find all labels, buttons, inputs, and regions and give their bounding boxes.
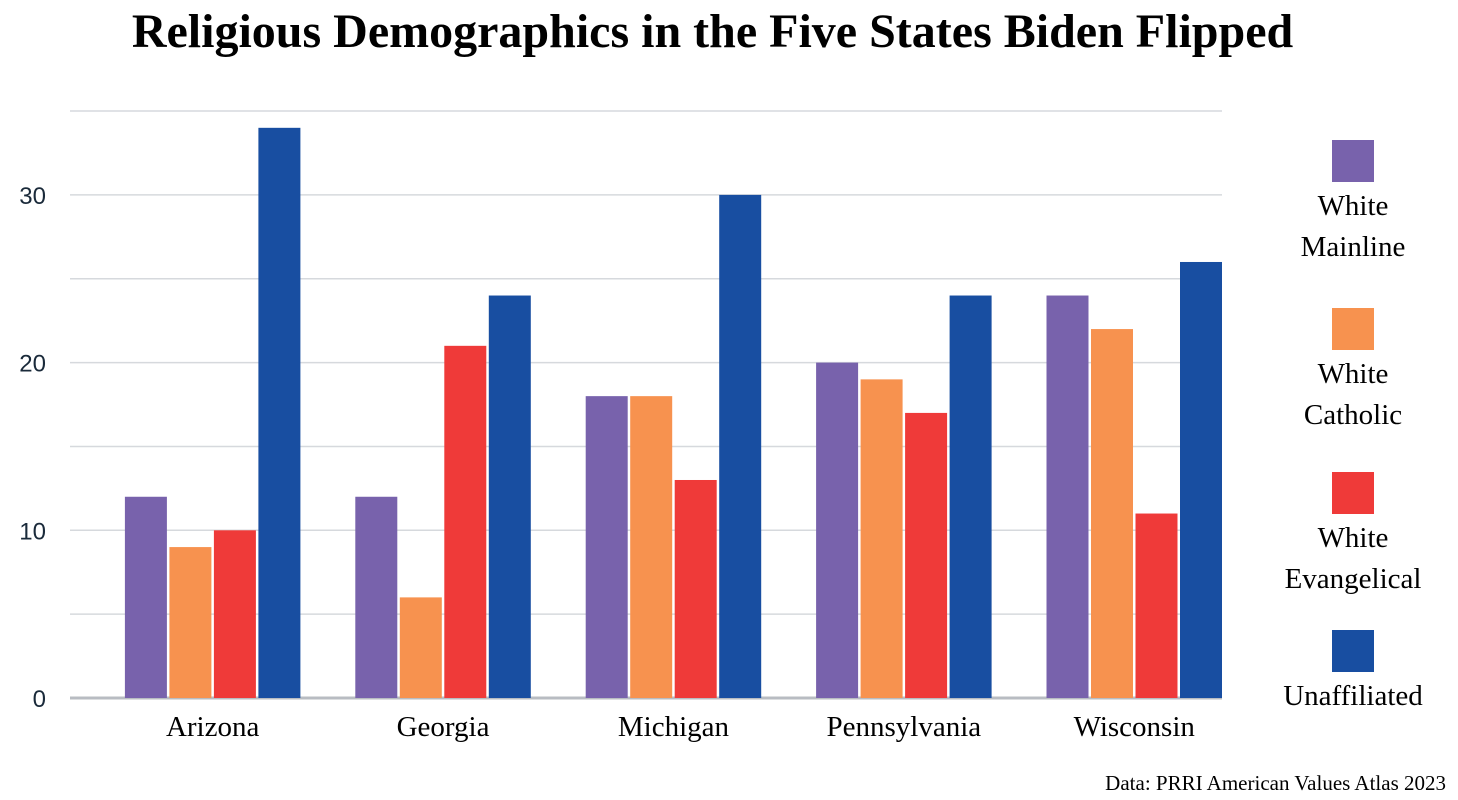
bar-pennsylvania-white-catholic bbox=[860, 379, 903, 698]
bar-wisconsin-unaffiliated bbox=[1180, 261, 1222, 698]
legend-swatch bbox=[1332, 472, 1374, 514]
bar-arizona-unaffiliated bbox=[258, 127, 301, 698]
legend-item-white-catholic: White Catholic bbox=[1258, 308, 1448, 436]
bar-wisconsin-white-mainline bbox=[1046, 295, 1089, 698]
bar-wisconsin-white-evangelical bbox=[1135, 513, 1178, 698]
chart-title: Religious Demographics in the Five State… bbox=[131, 5, 1294, 58]
bar-arizona-white-evangelical bbox=[213, 530, 256, 698]
legend-swatch bbox=[1332, 308, 1374, 350]
source-note: Data: PRRI American Values Atlas 2023 bbox=[1105, 771, 1446, 795]
category-label-arizona: Arizona bbox=[166, 711, 260, 743]
legend-item-unaffiliated: Unaffiliated bbox=[1258, 630, 1448, 717]
y-axis-ticks: 0 10 20 30 bbox=[19, 183, 46, 713]
y-tick-label: 30 bbox=[19, 183, 46, 210]
bar-pennsylvania-white-mainline bbox=[816, 362, 859, 698]
legend-label: White Mainline bbox=[1300, 190, 1406, 263]
category-label-michigan: Michigan bbox=[618, 711, 730, 743]
bar-michigan-unaffiliated bbox=[719, 194, 762, 698]
bar-arizona-white-catholic bbox=[169, 547, 212, 698]
y-tick-label: 0 bbox=[33, 686, 46, 713]
bar-georgia-unaffiliated bbox=[488, 295, 531, 698]
bar-pennsylvania-unaffiliated bbox=[949, 295, 992, 698]
bar-wisconsin-white-catholic bbox=[1091, 329, 1133, 698]
bars bbox=[124, 127, 1222, 698]
category-label-georgia: Georgia bbox=[397, 711, 490, 743]
y-tick-label: 10 bbox=[19, 518, 46, 545]
category-label-pennsylvania: Pennsylvania bbox=[827, 711, 982, 743]
bar-arizona-white-mainline bbox=[124, 496, 167, 698]
legend-item-white-mainline: White Mainline bbox=[1258, 140, 1448, 268]
bar-georgia-white-mainline bbox=[355, 496, 398, 698]
bar-michigan-white-evangelical bbox=[674, 479, 717, 698]
category-label-wisconsin: Wisconsin bbox=[1074, 711, 1196, 743]
legend-label: White Catholic bbox=[1303, 358, 1403, 431]
bar-michigan-white-mainline bbox=[585, 396, 628, 698]
bar-pennsylvania-white-evangelical bbox=[905, 412, 948, 698]
bar-georgia-white-evangelical bbox=[444, 345, 487, 698]
legend-item-white-evangelical: White Evangelical bbox=[1258, 472, 1448, 600]
legend-label: Unaffiliated bbox=[1283, 680, 1423, 712]
legend-swatch bbox=[1332, 140, 1374, 182]
legend-label: White Evangelical bbox=[1284, 522, 1422, 595]
legend-swatch bbox=[1332, 630, 1374, 672]
y-tick-label: 20 bbox=[19, 351, 46, 378]
bar-michigan-white-catholic bbox=[630, 396, 673, 698]
x-axis-categories: Arizona Georgia Michigan Pennsylvania Wiscon… bbox=[166, 711, 1195, 743]
bar-georgia-white-catholic bbox=[399, 597, 442, 698]
